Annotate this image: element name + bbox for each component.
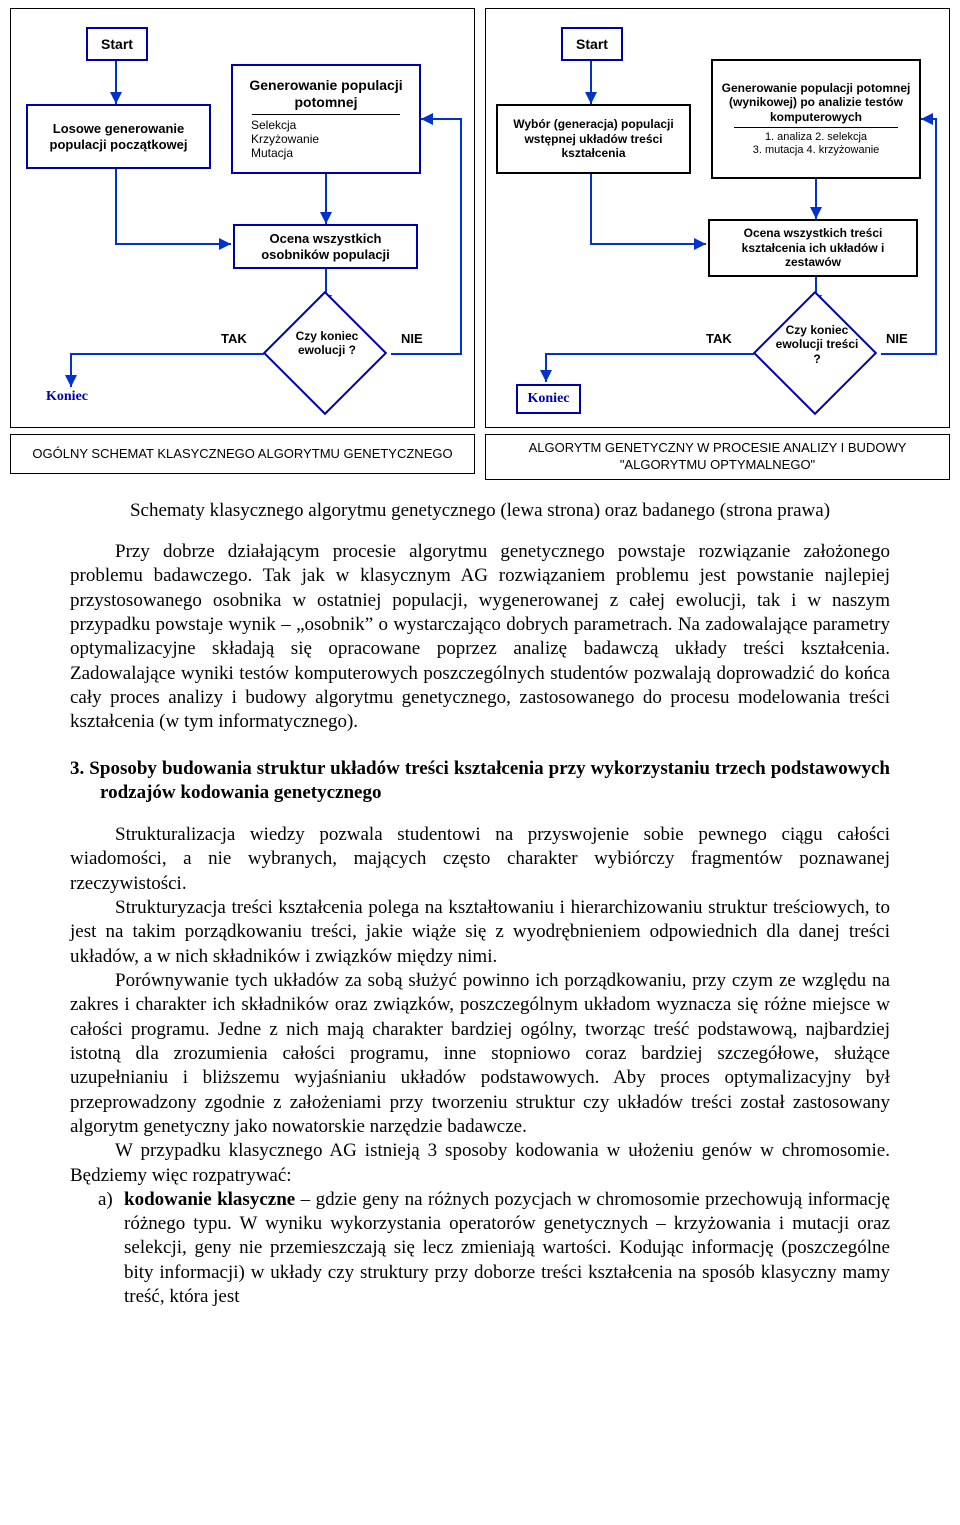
- right-offspring-box: Generowanie populacji potomnej (wynikowe…: [711, 59, 921, 179]
- left-start-box: Start: [86, 27, 148, 61]
- diagrams-row: Start Losowe generowanie populacji począ…: [10, 8, 950, 428]
- right-koniec-box: Koniec: [516, 384, 581, 414]
- right-start-box: Start: [561, 27, 623, 61]
- para5: W przypadku klasycznego AG istnieją 3 sp…: [70, 1139, 890, 1188]
- list-a-bold: kodowanie klasyczne: [124, 1189, 295, 1210]
- left-offspring-title: Generowanie populacji potomnej: [239, 77, 413, 111]
- para3: Strukturyzacja treści kształcenia polega…: [70, 896, 890, 969]
- left-koniec-label: Koniec: [46, 389, 88, 405]
- left-initial-pop-box: Losowe generowanie populacji początkowej: [26, 104, 211, 169]
- right-koniec-label: Koniec: [528, 391, 570, 408]
- para2: Strukturalizacja wiedzy pozwala studento…: [70, 823, 890, 896]
- caption-row: OGÓLNY SCHEMAT KLASYCZNEGO ALGORYTMU GEN…: [10, 434, 950, 480]
- page: Start Losowe generowanie populacji począ…: [0, 0, 960, 1339]
- right-tak-label: TAK: [706, 331, 732, 346]
- right-offspring-sub: 1. analiza 2. selekcja 3. mutacja 4. krz…: [753, 131, 880, 157]
- left-eval-label: Ocena wszystkich osobników populacji: [241, 231, 410, 262]
- left-nie-label: NIE: [401, 331, 423, 346]
- right-nie-label: NIE: [886, 331, 908, 346]
- para1: Przy dobrze działającym procesie algoryt…: [70, 540, 890, 735]
- right-selection-box: Wybór (generacja) populacji wstępnej ukł…: [496, 104, 691, 174]
- right-diagram: Start Wybór (generacja) populacji wstępn…: [485, 8, 950, 428]
- list-a-marker: a): [98, 1188, 113, 1212]
- section-heading: 3. Sposoby budowania struktur układów tr…: [70, 757, 890, 806]
- para4: Porównywanie tych układów za sobą służyć…: [70, 969, 890, 1139]
- right-decision-diamond: [753, 291, 877, 415]
- left-tak-label: TAK: [221, 331, 247, 346]
- right-eval-box: Ocena wszystkich treści kształcenia ich …: [708, 219, 918, 277]
- left-eval-box: Ocena wszystkich osobników populacji: [233, 224, 418, 269]
- left-offspring-sub: Selekcja Krzyżowanie Mutacja: [251, 118, 319, 161]
- left-diagram: Start Losowe generowanie populacji począ…: [10, 8, 475, 428]
- caption-right: ALGORYTM GENETYCZNY W PROCESIE ANALIZY I…: [485, 434, 950, 480]
- figure-caption: Schematy klasycznego algorytmu genetyczn…: [70, 500, 890, 522]
- left-start-label: Start: [101, 36, 133, 53]
- coding-list: a) kodowanie klasyczne – gdzie geny na r…: [70, 1188, 890, 1310]
- left-initial-pop-label: Losowe generowanie populacji początkowej: [34, 121, 203, 152]
- right-eval-label: Ocena wszystkich treści kształcenia ich …: [716, 226, 910, 269]
- right-start-label: Start: [576, 36, 608, 53]
- body-text: Przy dobrze działającym procesie algoryt…: [10, 540, 950, 1309]
- left-offspring-box: Generowanie populacji potomnej Selekcja …: [231, 64, 421, 174]
- right-offspring-title: Generowanie populacji potomnej (wynikowe…: [719, 81, 913, 124]
- left-decision-diamond: [263, 291, 387, 415]
- caption-left: OGÓLNY SCHEMAT KLASYCZNEGO ALGORYTMU GEN…: [10, 434, 475, 474]
- list-item-a: a) kodowanie klasyczne – gdzie geny na r…: [98, 1188, 890, 1310]
- right-selection-label: Wybór (generacja) populacji wstępnej ukł…: [504, 117, 683, 160]
